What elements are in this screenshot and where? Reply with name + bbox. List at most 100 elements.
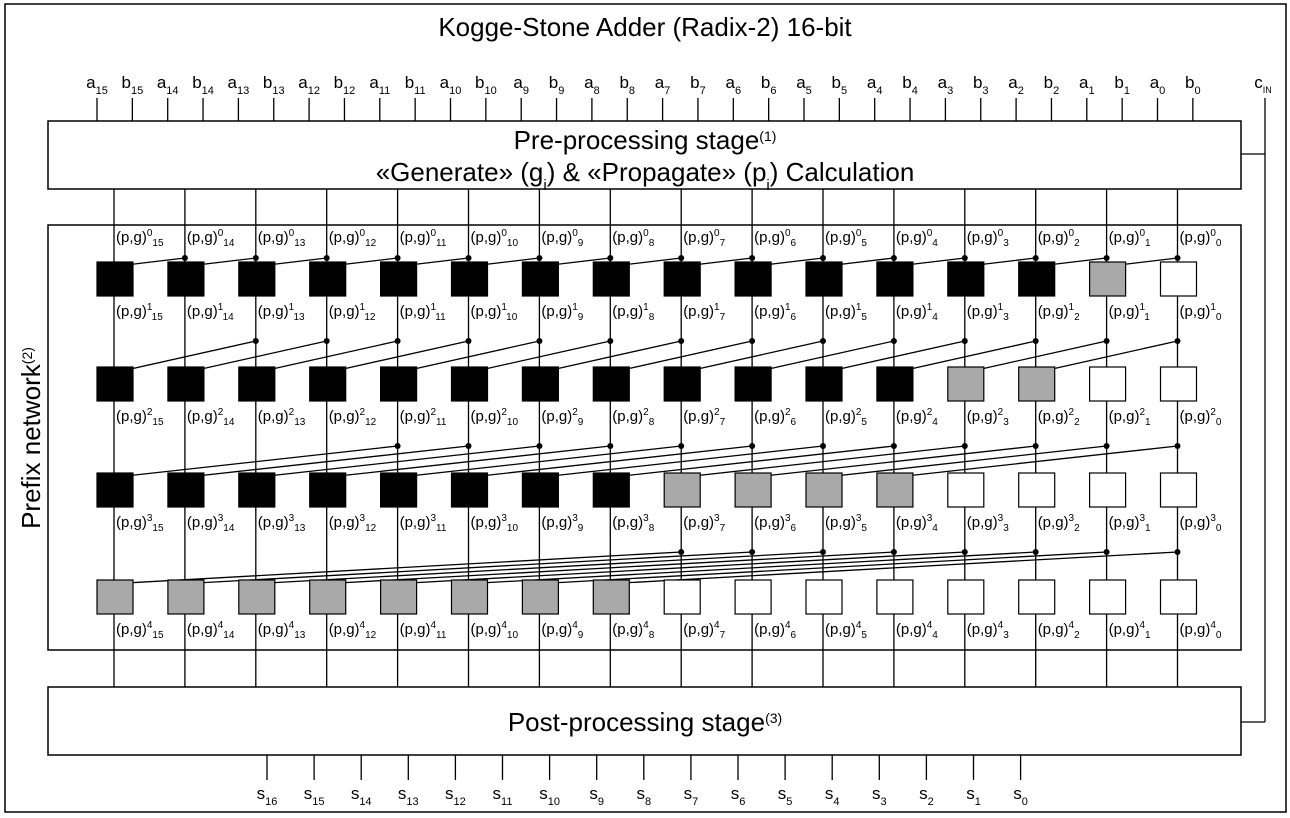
input-label-a15: a15 <box>86 73 108 97</box>
input-label-a8: a8 <box>584 73 600 97</box>
pg-label-4-11: (p,g)411 <box>400 620 447 641</box>
pg-label-2-0: (p,g)20 <box>1180 407 1222 428</box>
prefix-node-black <box>309 472 347 508</box>
pg-label-1-0: (p,g)10 <box>1180 302 1222 323</box>
prefix-node-black <box>380 472 418 508</box>
carry-wire <box>693 257 753 266</box>
prefix-network-label: Prefix network(2) <box>16 347 46 529</box>
prefix-node-white <box>1088 472 1127 508</box>
input-label-a13: a13 <box>228 73 250 97</box>
pg-label-3-11: (p,g)311 <box>400 513 447 534</box>
junction-dot <box>890 338 897 344</box>
prefix-node-black <box>380 366 418 402</box>
pg-label-1-1: (p,g)11 <box>1109 302 1151 323</box>
carry-wire <box>764 445 1036 477</box>
input-label-a3: a3 <box>938 73 954 97</box>
carry-wire <box>693 340 824 371</box>
carry-wire <box>338 445 611 477</box>
junction-dot <box>1174 255 1181 261</box>
prefix-network-box <box>47 224 1242 651</box>
prefix-node-gray <box>521 579 560 615</box>
prefix-node-white <box>1088 579 1127 615</box>
carry-wire <box>267 340 398 371</box>
junction-dot <box>607 338 614 344</box>
output-label-s16: s16 <box>257 784 278 808</box>
junction-dot <box>1032 443 1039 449</box>
input-label-a7: a7 <box>655 73 671 97</box>
junction-dot <box>252 255 259 261</box>
pg-label-3-6: (p,g)36 <box>754 513 796 534</box>
input-label-a6: a6 <box>726 73 742 97</box>
junction-dot <box>181 255 188 261</box>
pg-label-4-4: (p,g)44 <box>896 620 938 641</box>
carry-wire <box>976 257 1036 266</box>
pg-label-0-12: (p,g)012 <box>329 228 377 249</box>
post-processing-box <box>47 686 1242 756</box>
pg-label-1-13: (p,g)113 <box>258 302 305 323</box>
pg-label-3-10: (p,g)310 <box>471 513 519 534</box>
pg-label-2-4: (p,g)24 <box>896 407 938 428</box>
junction-dot <box>323 338 330 344</box>
prefix-node-gray <box>947 366 985 402</box>
carry-wire <box>480 257 540 266</box>
input-label-b12: b12 <box>334 73 356 97</box>
pre-processing-box <box>47 120 1242 190</box>
pg-label-3-8: (p,g)38 <box>612 513 654 534</box>
carry-wire <box>1118 257 1178 266</box>
prefix-node-black <box>238 366 276 402</box>
pg-label-2-15: (p,g)215 <box>116 407 164 428</box>
prefix-node-black <box>805 366 843 402</box>
output-label-s8: s8 <box>636 784 651 808</box>
input-label-b8: b8 <box>619 73 635 97</box>
input-label-b14: b14 <box>192 73 214 97</box>
pg-label-3-12: (p,g)312 <box>329 513 377 534</box>
carry-wire <box>125 551 682 584</box>
input-label-b1: b1 <box>1114 73 1130 97</box>
junction-dot <box>961 338 968 344</box>
junction-dot <box>678 549 685 555</box>
junction-dot <box>465 255 472 261</box>
input-label-b6: b6 <box>761 73 777 97</box>
prefix-node-black <box>592 366 630 402</box>
carry-wire <box>338 340 469 371</box>
carry-wire <box>1047 340 1178 371</box>
junction-dot <box>394 255 401 261</box>
pg-label-2-11: (p,g)211 <box>400 407 447 428</box>
junction-dot <box>749 549 756 555</box>
pg-label-0-0: (p,g)00 <box>1180 228 1222 249</box>
carry-wire <box>196 445 469 477</box>
pg-label-2-3: (p,g)23 <box>967 407 1009 428</box>
prefix-node-white <box>947 579 985 615</box>
pg-label-0-4: (p,g)04 <box>896 228 938 249</box>
output-label-s15: s15 <box>304 784 325 808</box>
prefix-node-black <box>734 366 772 402</box>
prefix-node-black <box>96 366 134 402</box>
input-label-b0: b0 <box>1185 73 1201 97</box>
junction-dot <box>1174 338 1181 344</box>
pg-label-0-1: (p,g)01 <box>1109 228 1151 249</box>
pg-label-3-7: (p,g)37 <box>683 513 725 534</box>
prefix-node-gray <box>1088 261 1127 297</box>
input-label-a1: a1 <box>1079 73 1095 97</box>
prefix-node-black <box>521 261 560 297</box>
carry-wire <box>267 445 540 477</box>
input-label-a5: a5 <box>796 73 812 97</box>
prefix-node-gray <box>238 579 276 615</box>
prefix-nodes <box>96 261 1198 615</box>
pre-processing-title: Pre-processing stage(1) <box>514 125 777 155</box>
output-label-s0: s0 <box>1013 784 1028 808</box>
junction-dot <box>536 443 543 449</box>
output-label-s13: s13 <box>398 784 419 808</box>
pg-label-2-2: (p,g)22 <box>1038 407 1080 428</box>
prefix-node-black <box>238 261 276 297</box>
prefix-node-gray <box>380 579 418 615</box>
prefix-node-gray <box>450 579 489 615</box>
prefix-node-black <box>521 366 560 402</box>
junction-dot <box>890 549 897 555</box>
prefix-node-black <box>734 261 772 297</box>
carry-wire <box>693 445 965 477</box>
input-label-b5: b5 <box>832 73 848 97</box>
pg-label-2-10: (p,g)210 <box>471 407 519 428</box>
wires <box>96 98 1266 780</box>
pg-label-0-13: (p,g)013 <box>258 228 306 249</box>
